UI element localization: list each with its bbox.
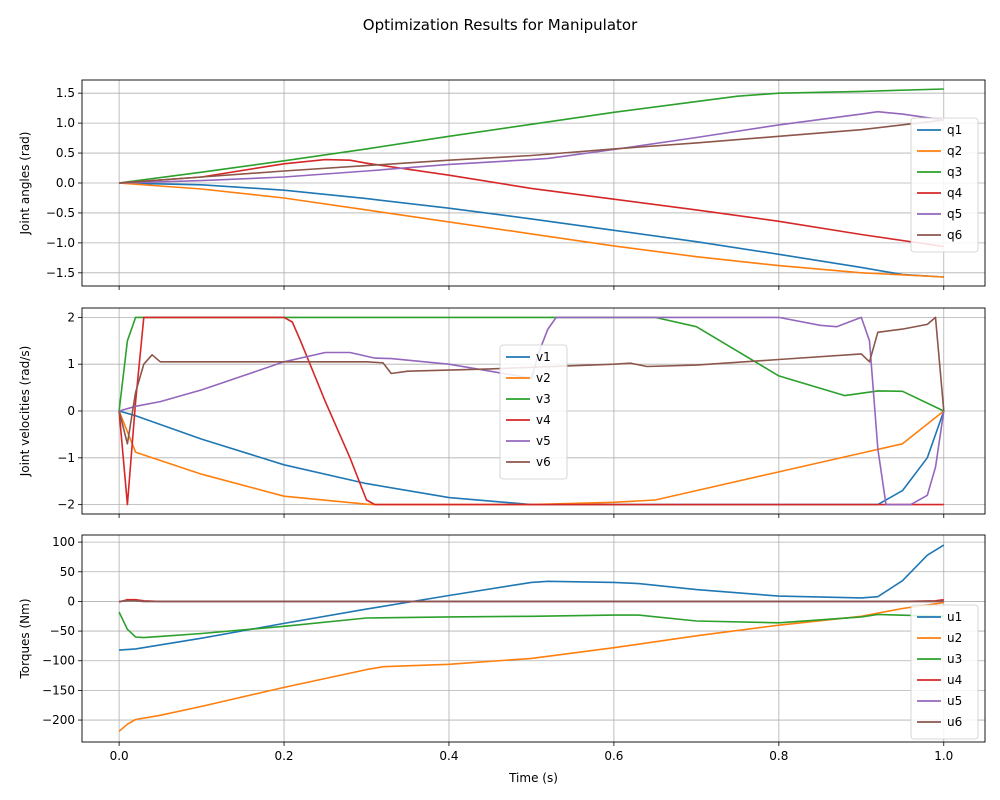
series-lines: [118, 316, 945, 506]
legend-label-v3: v3: [536, 392, 551, 406]
series-line-q4: [119, 158, 944, 248]
y-tick-label: 1.0: [56, 116, 75, 130]
legend-label-q2: q2: [947, 144, 962, 158]
series-line-q1: [119, 182, 944, 278]
series-line-q3: [118, 88, 944, 184]
panels: −1.5 −1.0 −0.5 0.0 0.5 1.0 1.5 Joint angles (ra…: [18, 79, 986, 785]
axes-frame: [81, 534, 986, 743]
series-line-u6: [119, 599, 944, 603]
y-tick-label: 100: [52, 535, 75, 549]
y-axis-label: Joint velocities (rad/s): [18, 346, 32, 477]
y-tick-label: 0.5: [56, 146, 75, 160]
legend-label-q1: q1: [947, 123, 962, 137]
y-tick-label: −2: [57, 498, 75, 512]
legend-label-u5: u5: [947, 694, 962, 708]
legend-label-u4: u4: [947, 673, 962, 687]
legend-label-q3: q3: [947, 165, 962, 179]
legend-label-v2: v2: [536, 371, 551, 385]
legend: u1 u2 u3 u4 u5 u6: [910, 604, 979, 740]
figure-title: Optimization Results for Manipulator: [363, 16, 638, 34]
legend-label-q5: q5: [947, 207, 962, 221]
panel-1: −1.5 −1.0 −0.5 0.0 0.5 1.0 1.5 Joint angles (ra…: [18, 79, 986, 290]
legend-label-v5: v5: [536, 434, 551, 448]
legend-label-u3: u3: [947, 652, 962, 666]
x-tick-label: 0.8: [769, 749, 788, 763]
y-tick-label: 2: [67, 310, 75, 324]
y-tick-label: −200: [42, 713, 75, 727]
y-axis-label: Joint angles (rad): [18, 132, 32, 236]
legend-label-u2: u2: [947, 631, 962, 645]
y-tick-label: 1: [67, 357, 75, 371]
x-tick-label: 0.6: [604, 749, 623, 763]
series-lines: [118, 544, 945, 732]
y-tick-label: −0.5: [46, 206, 75, 220]
y-axis-label: Torques (Nm): [18, 598, 32, 679]
series-line-v6: [118, 316, 945, 445]
y-tick-label: −1: [57, 451, 75, 465]
x-tick-label: 0.4: [439, 749, 458, 763]
y-tick-label: −1.5: [46, 266, 75, 280]
legend-label-q4: q4: [947, 186, 962, 200]
x-tick-label: 1.0: [934, 749, 953, 763]
legend-box: [499, 344, 568, 480]
legend-label-q6: q6: [947, 228, 962, 242]
y-tick-label: 0: [67, 594, 75, 608]
y-tick-label: 1.5: [56, 86, 75, 100]
x-tick-label: 0.2: [274, 749, 293, 763]
y-tick-label: 0.0: [56, 176, 75, 190]
series-line-v4: [118, 316, 944, 506]
legend-box: [910, 604, 979, 740]
legend-label-v4: v4: [536, 413, 551, 427]
series-line-q6: [119, 119, 944, 184]
y-tick-label: 0: [67, 404, 75, 418]
legend: v1 v2 v3 v4 v5 v6: [499, 344, 568, 480]
y-tick-label: −50: [50, 624, 75, 638]
x-axis-label: Time (s): [508, 771, 558, 785]
series-line-q2: [119, 182, 944, 278]
legend: q1 q2 q3 q4 q5 q6: [910, 117, 979, 253]
series-line-u3: [118, 611, 944, 639]
y-tick-label: 50: [60, 565, 75, 579]
series-line-v2: [118, 410, 945, 506]
legend-label-u1: u1: [947, 610, 962, 624]
y-tick-label: −1.0: [46, 236, 75, 250]
series-line-u2: [118, 601, 944, 732]
legend-label-u6: u6: [947, 715, 962, 729]
y-tick-label: −150: [42, 683, 75, 697]
legend-label-v6: v6: [536, 455, 551, 469]
panel-3: 0.0 0.2 0.4 0.6 0.8 1.0 −200 −150 −100 −50 0 50 100 T…: [18, 534, 986, 785]
x-tick-label: 0.0: [110, 749, 129, 763]
series-lines: [118, 88, 944, 278]
legend-label-v1: v1: [536, 350, 551, 364]
series-line-q5: [119, 110, 944, 184]
series-line-v5: [118, 316, 945, 506]
y-tick-label: −100: [42, 654, 75, 668]
legend-box: [910, 117, 979, 253]
